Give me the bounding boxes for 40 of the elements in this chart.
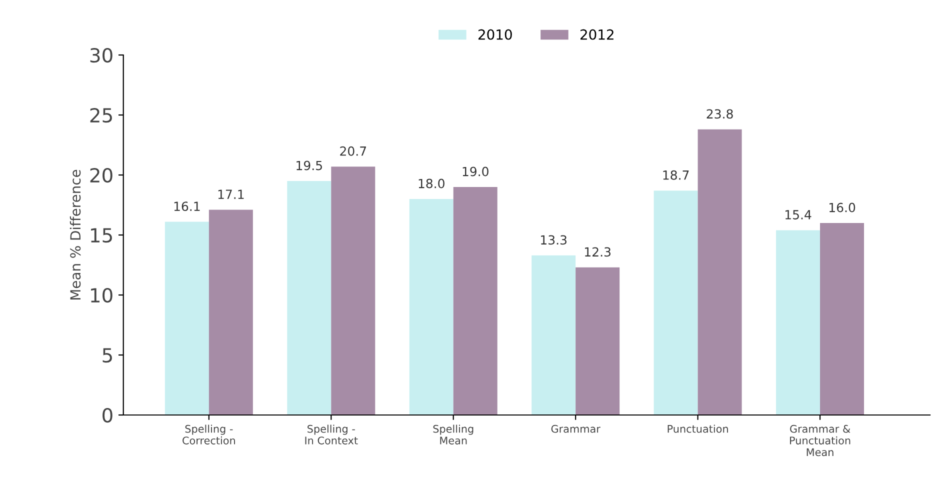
bar (698, 129, 742, 415)
data-label: 17.1 (218, 190, 244, 199)
x-tick-label: Spelling - Correction (182, 424, 235, 444)
bar (164, 222, 209, 415)
y-tick-label: 10 (91, 288, 112, 303)
bar (409, 199, 454, 415)
x-tick-label: Grammar (551, 424, 600, 433)
data-label: 13.3 (541, 235, 566, 245)
data-label: 19.0 (462, 166, 488, 176)
y-axis-title: Mean % Difference (70, 170, 81, 300)
bar (331, 166, 376, 415)
bar (208, 210, 253, 415)
data-label: 16.0 (829, 202, 856, 212)
legend-label: 2010 (478, 29, 512, 40)
bar (576, 267, 620, 415)
data-label: 16.1 (174, 202, 200, 212)
y-tick-label: 5 (102, 348, 112, 363)
y-tick-label: 15 (91, 228, 112, 243)
x-tick-label: Spelling - In Context (305, 424, 358, 444)
bar (453, 187, 498, 415)
y-tick-label: 0 (102, 408, 112, 423)
bar (654, 190, 698, 415)
x-tick-label: Punctuation (668, 424, 728, 433)
legend-label: 2012 (580, 29, 614, 40)
x-tick-label: Grammar & Punctuation Mean (790, 424, 850, 456)
data-label: 19.5 (296, 160, 322, 170)
bar (532, 255, 576, 415)
bar (776, 230, 820, 415)
data-label: 23.8 (706, 109, 733, 119)
y-tick-label: 25 (90, 108, 112, 123)
data-label: 20.7 (340, 146, 366, 156)
x-tick-label: Spelling Mean (433, 424, 474, 444)
data-label: 18.0 (418, 178, 444, 188)
data-label: 15.4 (785, 210, 812, 220)
y-tick-label: 20 (90, 168, 112, 183)
y-tick-label: 30 (90, 48, 112, 63)
bar (287, 181, 332, 415)
data-label: 12.3 (585, 247, 610, 257)
data-label: 18.7 (663, 170, 689, 180)
bar (820, 223, 864, 415)
